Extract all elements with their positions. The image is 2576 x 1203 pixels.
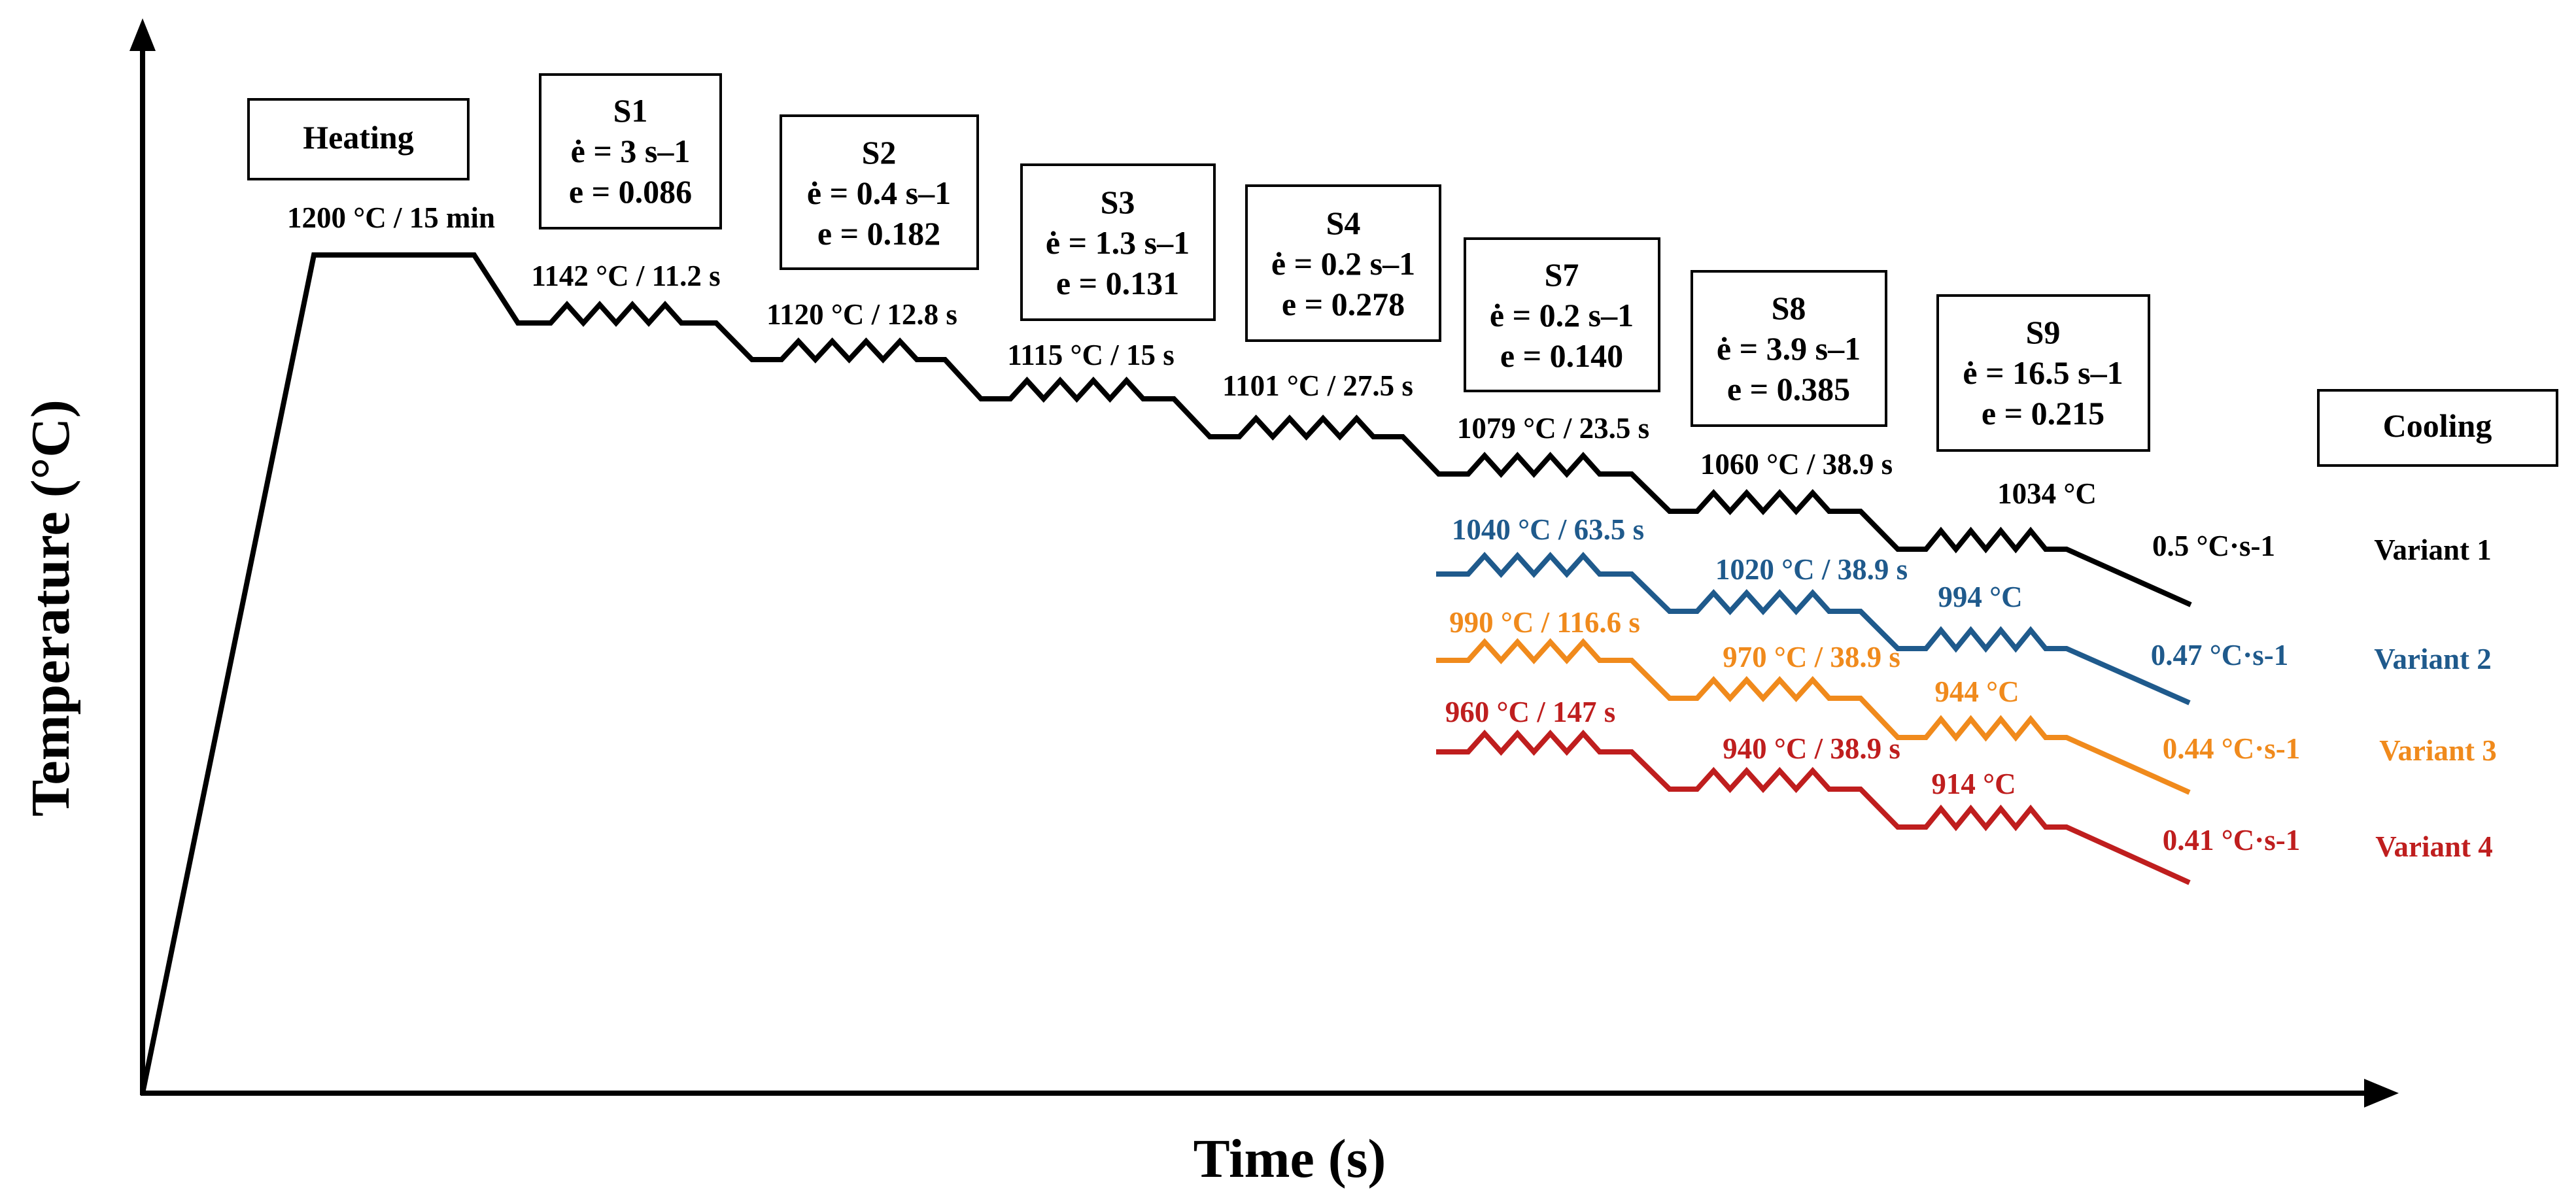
cooling-box (2317, 389, 2558, 467)
x-axis-arrow-icon (2364, 1079, 2399, 1108)
v4-name: Variant 4 (2375, 830, 2493, 863)
variant-4-temperature-path (1436, 730, 2191, 885)
v2-step-s9: 994 °C (1938, 581, 2022, 613)
svg-text:e = 0.086: e = 0.086 (569, 173, 692, 210)
v3-step-s9: 944 °C (1934, 675, 2019, 708)
step-label-1101: 1101 °C / 27.5 s (1222, 369, 1413, 402)
svg-text:e = 0.182: e = 0.182 (817, 215, 940, 252)
svg-text:e = 0.385: e = 0.385 (1727, 371, 1850, 407)
svg-text:S4: S4 (1326, 205, 1361, 241)
v1-step-s7: 1079 °C / 23.5 s (1457, 412, 1649, 445)
stage-box-s7: S7 ė = 0.2 s–1 e = 0.140 (1464, 237, 1660, 392)
y-axis-title: Temperature (°C) (20, 399, 81, 817)
v2-name: Variant 2 (2374, 643, 2492, 675)
y-axis-arrow-icon (129, 18, 156, 51)
variant-3-temperature-path (1436, 638, 2191, 795)
svg-text:ė = 0.2 s–1: ė = 0.2 s–1 (1271, 245, 1415, 282)
svg-text:S7: S7 (1545, 256, 1579, 293)
stage-box-s4: S4 ė = 0.2 s–1 e = 0.278 (1245, 184, 1441, 342)
svg-text:S1: S1 (613, 92, 648, 129)
variant-2-temperature-path (1436, 552, 2191, 705)
svg-text:e = 0.278: e = 0.278 (1282, 286, 1405, 322)
v1-name: Variant 1 (2374, 534, 2492, 566)
v2-cooling-rate: 0.47 °C·s-1 (2151, 639, 2289, 671)
svg-text:ė = 0.4 s–1: ė = 0.4 s–1 (807, 175, 951, 211)
svg-text:S9: S9 (2026, 314, 2061, 350)
svg-text:e = 0.215: e = 0.215 (1982, 395, 2104, 432)
stage-box-s3: S3 ė = 1.3 s–1 e = 0.131 (1020, 163, 1216, 321)
v4-step-s8: 940 °C / 38.9 s (1723, 732, 1900, 765)
v3-step-s7: 990 °C / 116.6 s (1449, 606, 1640, 639)
step-label-1120: 1120 °C / 12.8 s (766, 298, 957, 331)
svg-text:e = 0.140: e = 0.140 (1500, 337, 1623, 374)
heating-label: Heating (303, 119, 413, 156)
svg-text:ė = 3 s–1: ė = 3 s–1 (571, 133, 691, 169)
v1-step-s8: 1060 °C / 38.9 s (1700, 448, 1893, 481)
svg-text:ė = 1.3 s–1: ė = 1.3 s–1 (1046, 224, 1190, 261)
v2-step-s7: 1040 °C / 63.5 s (1452, 513, 1644, 546)
stage-box-s1: S1 ė = 3 s–1 e = 0.086 (539, 73, 722, 229)
cooling-label: Cooling (2383, 407, 2492, 444)
stage-box-s8: S8 ė = 3.9 s–1 e = 0.385 (1691, 270, 1887, 427)
svg-text:S8: S8 (1772, 290, 1806, 326)
v1-step-s9: 1034 °C (1997, 477, 2097, 510)
v2-step-s8: 1020 °C / 38.9 s (1715, 553, 1908, 586)
svg-text:ė = 16.5 s–1: ė = 16.5 s–1 (1963, 354, 2123, 391)
v4-step-s9: 914 °C (1931, 768, 2016, 800)
stage-box-s9: S9 ė = 16.5 s–1 e = 0.215 (1936, 294, 2150, 452)
v1-cooling-rate: 0.5 °C·s-1 (2152, 530, 2275, 562)
variant-4-labels: 960 °C / 147 s 940 °C / 38.9 s 914 °C 0.… (1445, 696, 2493, 863)
svg-text:ė = 3.9 s–1: ė = 3.9 s–1 (1717, 330, 1861, 367)
v4-step-s7: 960 °C / 147 s (1445, 696, 1616, 728)
variant-1-temperature-path (140, 252, 2192, 1094)
variant-3-labels: 990 °C / 116.6 s 970 °C / 38.9 s 944 °C … (1449, 606, 2497, 767)
v3-cooling-rate: 0.44 °C·s-1 (2163, 732, 2301, 765)
svg-text:ė = 0.2 s–1: ė = 0.2 s–1 (1490, 297, 1634, 333)
heating-hold-label: 1200 °C / 15 min (287, 201, 495, 234)
svg-text:S2: S2 (862, 134, 897, 171)
step-label-1115: 1115 °C / 15 s (1007, 339, 1175, 371)
variant-2-labels: 1040 °C / 63.5 s 1020 °C / 38.9 s 994 °C… (1452, 513, 2492, 675)
v4-cooling-rate: 0.41 °C·s-1 (2163, 824, 2301, 856)
variant-1-labels: 1079 °C / 23.5 s 1060 °C / 38.9 s 1034 °… (1457, 412, 2492, 566)
step-label-1142: 1142 °C / 11.2 s (531, 260, 720, 292)
v3-name: Variant 3 (2379, 734, 2497, 767)
v3-step-s8: 970 °C / 38.9 s (1723, 641, 1900, 673)
svg-text:e = 0.131: e = 0.131 (1056, 265, 1179, 301)
x-axis-title: Time (s) (1194, 1128, 1386, 1189)
heating-box (247, 98, 470, 180)
svg-text:S3: S3 (1101, 184, 1135, 220)
stage-box-s2: S2 ė = 0.4 s–1 e = 0.182 (780, 114, 979, 270)
